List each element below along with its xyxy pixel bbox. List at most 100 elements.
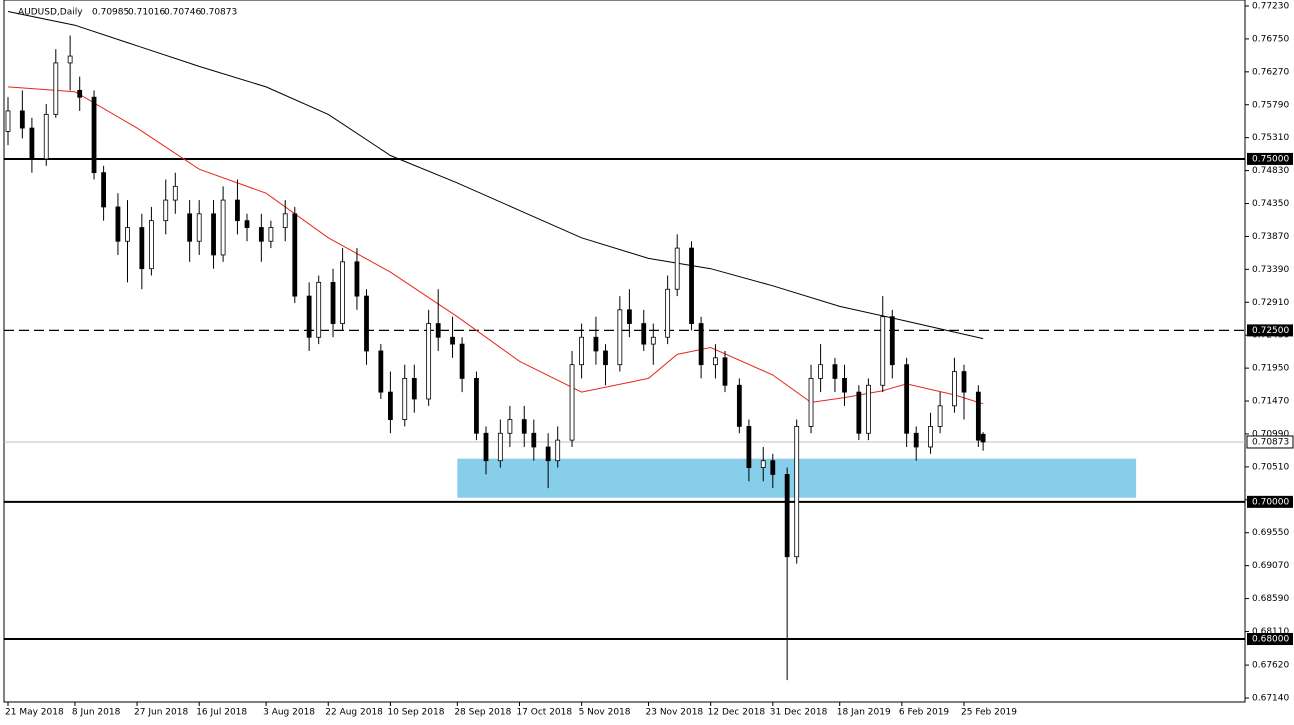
candle-body: [292, 213, 298, 297]
level-label: 0.75000: [1252, 154, 1289, 164]
candle-body: [29, 127, 35, 160]
x-tick-label: 28 Sep 2018: [454, 708, 511, 718]
candle-body: [770, 460, 776, 475]
candle-body: [937, 405, 943, 427]
plot-frame: [3, 0, 1246, 703]
x-tick-label: 27 Jun 2018: [134, 708, 188, 718]
level-label: 0.68000: [1252, 635, 1289, 645]
candle-body: [115, 206, 121, 242]
candle-body: [402, 378, 408, 420]
y-tick-label: 0.77230: [1252, 2, 1289, 12]
candle-body: [521, 419, 527, 434]
y-tick-label: 0.68590: [1252, 594, 1289, 604]
x-tick-label: 18 Jan 2019: [837, 708, 891, 718]
candle-body: [818, 364, 823, 379]
candle-body: [784, 474, 790, 558]
candle-body: [411, 378, 417, 400]
candle-body: [387, 391, 393, 420]
candle-body: [5, 110, 11, 132]
level-label: 0.70000: [1252, 497, 1289, 507]
candle-body: [67, 55, 73, 64]
candle-body: [53, 62, 59, 115]
y-tick-label: 0.73390: [1252, 265, 1289, 275]
candle-body: [148, 220, 154, 270]
candle-body: [531, 432, 537, 448]
candle-body: [125, 227, 130, 242]
candle-body: [975, 391, 981, 441]
moving-average: [7, 86, 984, 405]
candle-body: [101, 172, 106, 208]
x-tick-label: 31 Dec 2018: [770, 708, 828, 718]
x-tick-label: 17 Oct 2018: [516, 708, 572, 718]
y-tick-label: 0.69070: [1252, 561, 1289, 571]
level-label: 0.72500: [1252, 326, 1289, 336]
candle-body: [842, 378, 847, 393]
candle-body: [450, 336, 455, 345]
candle-body: [220, 199, 226, 256]
candle-body: [316, 281, 322, 338]
candle-body: [244, 220, 250, 228]
level-label-box: [1247, 633, 1293, 646]
candle-body: [187, 213, 193, 242]
candle-body: [650, 336, 656, 345]
candle-body: [913, 432, 919, 448]
candle-body: [196, 213, 202, 242]
candle-body: [211, 213, 216, 256]
candle-body: [19, 110, 25, 129]
level-label-box: [1247, 324, 1293, 337]
candle-body: [483, 432, 489, 462]
candle-body: [354, 261, 360, 297]
y-tick-label: 0.75790: [1252, 100, 1289, 110]
candle-body: [928, 426, 933, 448]
candle-body: [689, 247, 694, 324]
y-tick-label: 0.70990: [1252, 429, 1289, 439]
candle-body: [952, 371, 957, 407]
y-tick-label: 0.72910: [1252, 298, 1289, 308]
candle-body: [91, 96, 97, 174]
candle-body: [459, 343, 465, 379]
candle-body: [856, 391, 862, 434]
candle-body: [378, 350, 384, 393]
y-tick-label: 0.76750: [1252, 34, 1289, 44]
candle-body: [77, 89, 83, 98]
candle-body: [889, 316, 895, 366]
price-label: 0.70873: [1252, 437, 1289, 447]
x-tick-label: 12 Dec 2018: [708, 708, 766, 718]
candle-body: [555, 439, 561, 462]
candle-body: [340, 261, 346, 324]
candle-body: [258, 227, 264, 242]
chart-title: AUDUSD,Daily: [18, 8, 83, 18]
candle-body: [235, 199, 240, 222]
candle-body: [832, 364, 838, 379]
candle-body: [282, 213, 288, 228]
candle-body: [674, 247, 680, 290]
header-value: 0.70746: [164, 8, 201, 18]
candle-body: [545, 446, 551, 462]
price-label-box: [1246, 435, 1294, 449]
candle-body: [808, 378, 814, 427]
level-label-box: [1247, 495, 1293, 508]
y-tick-label: 0.75310: [1252, 133, 1289, 143]
header-value: 0.70873: [200, 8, 237, 18]
candle-body: [603, 350, 608, 366]
y-tick-label: 0.70510: [1252, 462, 1289, 472]
y-tick-label: 0.71470: [1252, 397, 1289, 407]
y-tick-label: 0.67620: [1252, 661, 1289, 671]
y-tick-label: 0.69550: [1252, 528, 1289, 538]
moving-average: [7, 11, 984, 340]
header-value: 0.71016: [128, 8, 165, 18]
candle-body: [641, 323, 647, 345]
y-tick-label: 0.67140: [1252, 694, 1289, 704]
y-tick-label: 0.76270: [1252, 67, 1289, 77]
candle-body: [172, 185, 178, 201]
candle-body: [330, 281, 336, 324]
candle-body: [713, 357, 718, 366]
candle-body: [880, 316, 886, 386]
x-tick-label: 6 Feb 2019: [899, 708, 950, 718]
y-tick-label: 0.74830: [1252, 166, 1289, 176]
candle-body: [665, 288, 671, 338]
candle-body: [722, 357, 728, 386]
candle-body: [306, 295, 312, 338]
candle-body: [426, 323, 432, 400]
